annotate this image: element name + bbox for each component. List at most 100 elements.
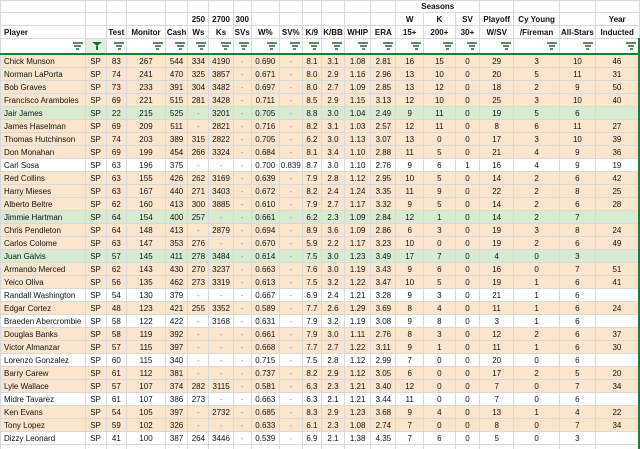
cell-test[interactable]: 41 [105,431,128,445]
cell-era[interactable]: 2.76 [370,158,397,172]
cell-cyyoung[interactable]: 3 [513,53,560,68]
cell-position[interactable]: SP [84,119,107,133]
cell-era[interactable]: 3.13 [370,93,397,107]
cell-saves[interactable]: - [232,418,252,432]
cell-k9[interactable]: 7.5 [301,275,323,289]
cell-win-pct[interactable]: 0.716 [250,119,280,133]
cell-year[interactable]: 19 [594,158,640,172]
header-whip[interactable]: WHIP [343,25,372,39]
cell-w15[interactable]: 7 [395,418,425,432]
cell-playoff[interactable]: 22 [479,184,515,198]
cell-allstars[interactable]: 6 [558,314,596,328]
cell-w15[interactable]: 7 [395,431,425,445]
cell-cash[interactable]: 326 [164,418,189,432]
cell-player[interactable]: Midre Tavarez [0,392,86,406]
cell-win-pct[interactable]: 0.700 [250,158,280,172]
cell-position[interactable]: SP [84,106,107,120]
cell-cyyoung[interactable]: 1 [513,288,560,302]
cell-cyyoung[interactable]: 5 [513,106,560,120]
cell-year[interactable]: 51 [594,262,640,276]
filter-icon-player[interactable] [72,42,83,51]
cell-w15[interactable]: 12 [395,210,425,224]
cell-save-pct[interactable]: - [278,327,303,341]
cell-cash[interactable]: 421 [164,301,189,315]
header-playoff[interactable]: W/SV [479,25,515,39]
cell-playoff[interactable]: 5 [479,431,515,445]
cell-w15[interactable]: 11 [395,145,425,159]
cell-cyyoung[interactable]: 1 [513,275,560,289]
cell-cyyoung[interactable]: 4 [513,145,560,159]
cell-whip[interactable]: 1.19 [343,262,372,276]
cell-save-pct[interactable]: - [278,366,303,380]
cell-cyyoung[interactable]: 3 [513,223,560,237]
cell-year[interactable] [594,288,640,302]
cell-save-pct[interactable]: - [278,210,303,224]
cell-test[interactable]: 56 [105,275,128,289]
cell-kbb[interactable]: 2.7 [321,197,345,211]
cell-k9[interactable]: 8.0 [301,67,323,81]
cell-era[interactable]: 2.74 [370,418,397,432]
cell-allstars[interactable]: 6 [558,392,596,406]
cell-k200[interactable]: 5 [423,145,456,159]
cell-position[interactable]: SP [84,132,107,146]
cell-cash[interactable]: 426 [164,171,189,185]
cell-sv30[interactable]: 0 [454,366,481,380]
cell-save-pct[interactable]: - [278,262,303,276]
cell-monitor[interactable]: 147 [126,236,166,250]
cell-win-pct[interactable]: 0.684 [250,145,280,159]
cell-cyyoung[interactable]: 0 [513,392,560,406]
cell-test[interactable]: 63 [105,184,128,198]
cell-k200[interactable]: 0 [423,392,456,406]
cell-cash[interactable]: 379 [164,288,189,302]
cell-whip[interactable]: 1.10 [343,158,372,172]
cell-win-pct[interactable]: 0.667 [250,288,280,302]
cell-position[interactable]: SP [84,171,107,185]
cell-era[interactable]: 3.32 [370,197,397,211]
cell-kbb[interactable]: 2.1 [321,431,345,445]
cell-player[interactable]: Bob Graves [0,80,86,94]
cell-saves[interactable]: - [232,392,252,406]
cell-playoff[interactable]: 25 [479,93,515,107]
cell-position[interactable]: SP [84,262,107,276]
cell-year[interactable]: 41 [594,275,640,289]
cell-monitor[interactable]: 130 [126,288,166,302]
cell-strikeouts[interactable]: 3237 [208,262,234,276]
cell-monitor[interactable]: 160 [126,197,166,211]
cell-playoff[interactable]: 7 [479,392,515,406]
cell-win-pct[interactable]: 0.614 [250,249,280,263]
cell-year[interactable] [594,353,640,367]
cell-cash[interactable]: 413 [164,197,189,211]
cell-k9[interactable]: 6.3 [301,392,323,406]
cell-kbb[interactable]: 2.7 [321,80,345,94]
cell-playoff[interactable]: 4 [479,249,515,263]
cell-sv30[interactable]: 0 [454,80,481,94]
cell-save-pct[interactable]: 0.839 [278,158,303,172]
cell-position[interactable]: SP [84,93,107,107]
cell-monitor[interactable]: 107 [126,379,166,393]
cell-cyyoung[interactable]: 2 [513,171,560,185]
cell-k200[interactable]: 5 [423,197,456,211]
cell-test[interactable]: 57 [105,340,128,354]
cell-monitor[interactable]: 221 [126,93,166,107]
cell-playoff[interactable]: 14 [479,197,515,211]
cell-save-pct[interactable]: - [278,275,303,289]
cell-playoff[interactable]: 13 [479,405,515,419]
cell-strikeouts[interactable]: 3484 [208,249,234,263]
cell-whip[interactable]: 1.17 [343,236,372,250]
cell-w15[interactable]: 7 [395,353,425,367]
cell-allstars[interactable]: 6 [558,340,596,354]
cell-w15[interactable]: 9 [395,158,425,172]
cell-kbb[interactable]: 3.1 [321,119,345,133]
cell-test[interactable]: 54 [105,405,128,419]
filter-icon-cash[interactable] [175,42,186,51]
cell-sv30[interactable]: 0 [454,418,481,432]
cell-saves[interactable]: - [232,93,252,107]
cell-w15[interactable]: 8 [395,301,425,315]
cell-w15[interactable]: 9 [395,106,425,120]
cell-year[interactable]: 28 [594,197,640,211]
cell-win-pct[interactable]: 0.705 [250,132,280,146]
cell-position[interactable]: SP [84,223,107,237]
cell-kbb[interactable]: 3.0 [321,106,345,120]
filter-icon-kbb[interactable] [331,42,342,51]
cell-wins[interactable]: - [187,288,210,302]
